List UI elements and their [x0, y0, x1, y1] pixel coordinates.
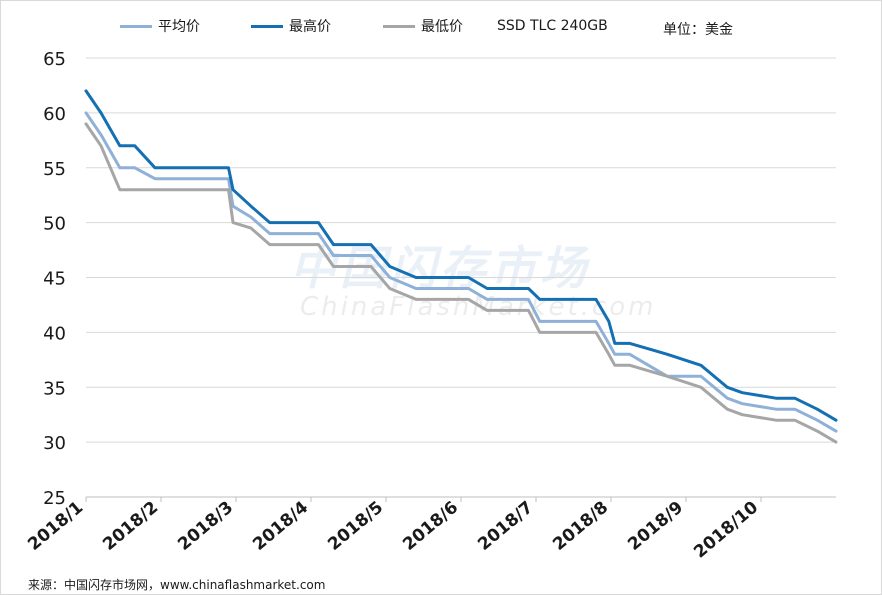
legend-item-avg: 平均价 — [120, 14, 200, 38]
unit-label: 单位：美金 — [663, 22, 733, 38]
y-tick-label: 50 — [43, 214, 66, 235]
series-line-avg — [84, 111, 838, 433]
y-tick-label: 45 — [43, 269, 66, 290]
y-tick-label: 35 — [43, 378, 66, 399]
watermark-en: ChinaFlashMarket.com — [300, 292, 657, 322]
x-tick-label: 2018/8 — [549, 498, 612, 555]
legend-item-min: 最低价 — [383, 14, 463, 38]
x-tick-label: 2018/7 — [474, 498, 537, 555]
source-note: 来源：中国闪存市场网，www.chinaflashmarket.com — [28, 578, 326, 592]
x-tick-label: 2018/4 — [249, 497, 312, 554]
x-tick-label: 2018/6 — [399, 498, 462, 555]
x-tick-label: 2018/5 — [324, 498, 387, 555]
x-tick-label: 2018/2 — [99, 498, 162, 555]
y-tick-label: 65 — [43, 49, 66, 70]
legend-label-avg: 平均价 — [158, 19, 200, 35]
legend-label-max: 最高价 — [289, 19, 331, 35]
y-tick-label: 55 — [43, 159, 66, 180]
y-tick-label: 25 — [43, 488, 66, 509]
x-tick-label: 2018/10 — [690, 497, 762, 562]
series-line-min — [84, 122, 838, 444]
legend-swatch-max — [251, 24, 283, 28]
y-tick-label: 30 — [43, 433, 66, 454]
x-tick-label: 2018/3 — [174, 498, 237, 555]
x-tick-label: 2018/9 — [624, 498, 687, 555]
legend-swatch-avg — [120, 24, 152, 28]
chart-title: SSD TLC 240GB — [497, 18, 608, 34]
y-tick-label: 40 — [43, 323, 66, 344]
legend-swatch-min — [383, 24, 415, 28]
legend-label-min: 最低价 — [421, 19, 463, 35]
y-tick-label: 60 — [43, 104, 66, 125]
series-line-max — [84, 89, 838, 422]
legend-item-max: 最高价 — [251, 14, 331, 38]
